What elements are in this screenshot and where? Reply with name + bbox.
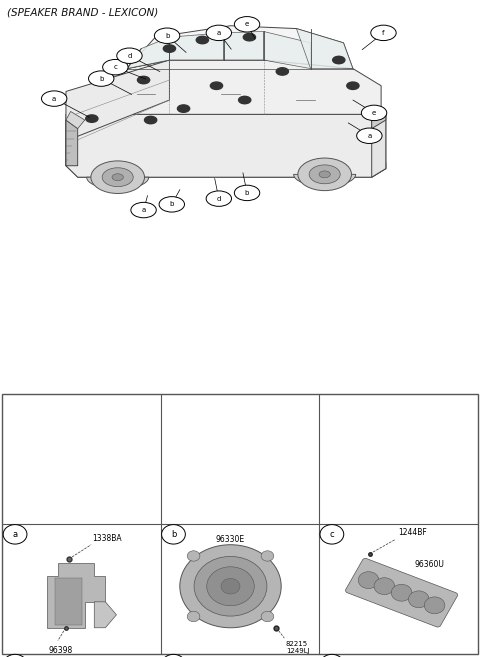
Text: c: c [113,64,117,70]
Polygon shape [55,578,82,625]
Circle shape [144,116,157,124]
Circle shape [3,524,27,544]
Circle shape [320,654,344,657]
Circle shape [3,654,27,657]
Polygon shape [169,33,224,60]
Circle shape [159,196,184,212]
Circle shape [206,191,231,206]
Polygon shape [66,120,78,166]
Polygon shape [66,114,386,177]
Polygon shape [75,60,381,114]
Text: b: b [169,201,174,208]
Polygon shape [47,563,106,628]
Text: d: d [127,53,132,58]
Circle shape [41,91,67,106]
Text: b: b [171,530,176,539]
Circle shape [333,57,345,64]
Circle shape [239,97,251,104]
Text: 1244BF: 1244BF [398,528,427,537]
Circle shape [196,36,208,44]
Circle shape [91,161,144,193]
Circle shape [162,654,185,657]
Circle shape [320,524,344,544]
Circle shape [371,25,396,41]
Polygon shape [224,32,264,60]
Circle shape [178,105,190,112]
Circle shape [319,171,330,178]
Circle shape [187,551,200,561]
Circle shape [391,584,412,601]
Circle shape [131,202,156,217]
Circle shape [347,82,359,89]
Text: a: a [12,530,18,539]
Circle shape [243,34,255,41]
Polygon shape [294,174,356,187]
Text: e: e [372,110,376,116]
Circle shape [408,591,429,608]
Text: a: a [367,133,372,139]
Circle shape [357,128,382,143]
Polygon shape [372,114,386,177]
Circle shape [187,611,200,622]
Text: 82215
1249LJ: 82215 1249LJ [286,641,310,654]
Polygon shape [372,114,386,129]
Circle shape [358,572,379,589]
FancyBboxPatch shape [346,558,458,627]
Polygon shape [94,602,117,628]
Text: b: b [99,76,103,81]
Circle shape [309,165,340,184]
Polygon shape [127,26,353,68]
Text: (SPEAKER BRAND - LEXICON): (SPEAKER BRAND - LEXICON) [7,7,158,17]
Circle shape [194,556,267,616]
Circle shape [102,168,133,187]
Text: a: a [216,30,221,36]
Circle shape [207,567,254,606]
Circle shape [117,48,142,64]
Text: 96330E: 96330E [216,535,245,544]
Circle shape [137,76,150,83]
Circle shape [221,578,240,594]
Text: 96398: 96398 [49,646,73,655]
Circle shape [206,25,231,41]
Text: 96360U: 96360U [414,560,444,569]
Circle shape [210,82,223,89]
Circle shape [374,578,395,595]
Circle shape [361,105,387,121]
Polygon shape [297,29,353,68]
Text: c: c [330,530,334,539]
Text: d: d [216,196,221,202]
Circle shape [424,597,445,614]
Circle shape [86,115,98,122]
Circle shape [162,524,185,544]
Circle shape [261,551,274,561]
Polygon shape [127,37,169,68]
Polygon shape [66,60,169,166]
Text: 1338BA: 1338BA [93,534,122,543]
Text: b: b [165,33,169,39]
Polygon shape [66,112,85,129]
Circle shape [88,71,114,86]
Text: a: a [142,207,146,213]
Circle shape [112,173,123,181]
Text: e: e [245,21,249,28]
Polygon shape [87,177,149,189]
Circle shape [276,68,288,75]
Circle shape [155,28,180,43]
Circle shape [261,611,274,622]
Circle shape [103,59,128,75]
Circle shape [180,545,281,628]
Text: a: a [52,96,56,102]
Polygon shape [264,32,311,68]
Circle shape [234,16,260,32]
Text: b: b [245,190,249,196]
Circle shape [163,45,176,53]
Text: f: f [382,30,385,36]
Polygon shape [66,157,386,177]
Circle shape [234,185,260,200]
Circle shape [298,158,351,191]
